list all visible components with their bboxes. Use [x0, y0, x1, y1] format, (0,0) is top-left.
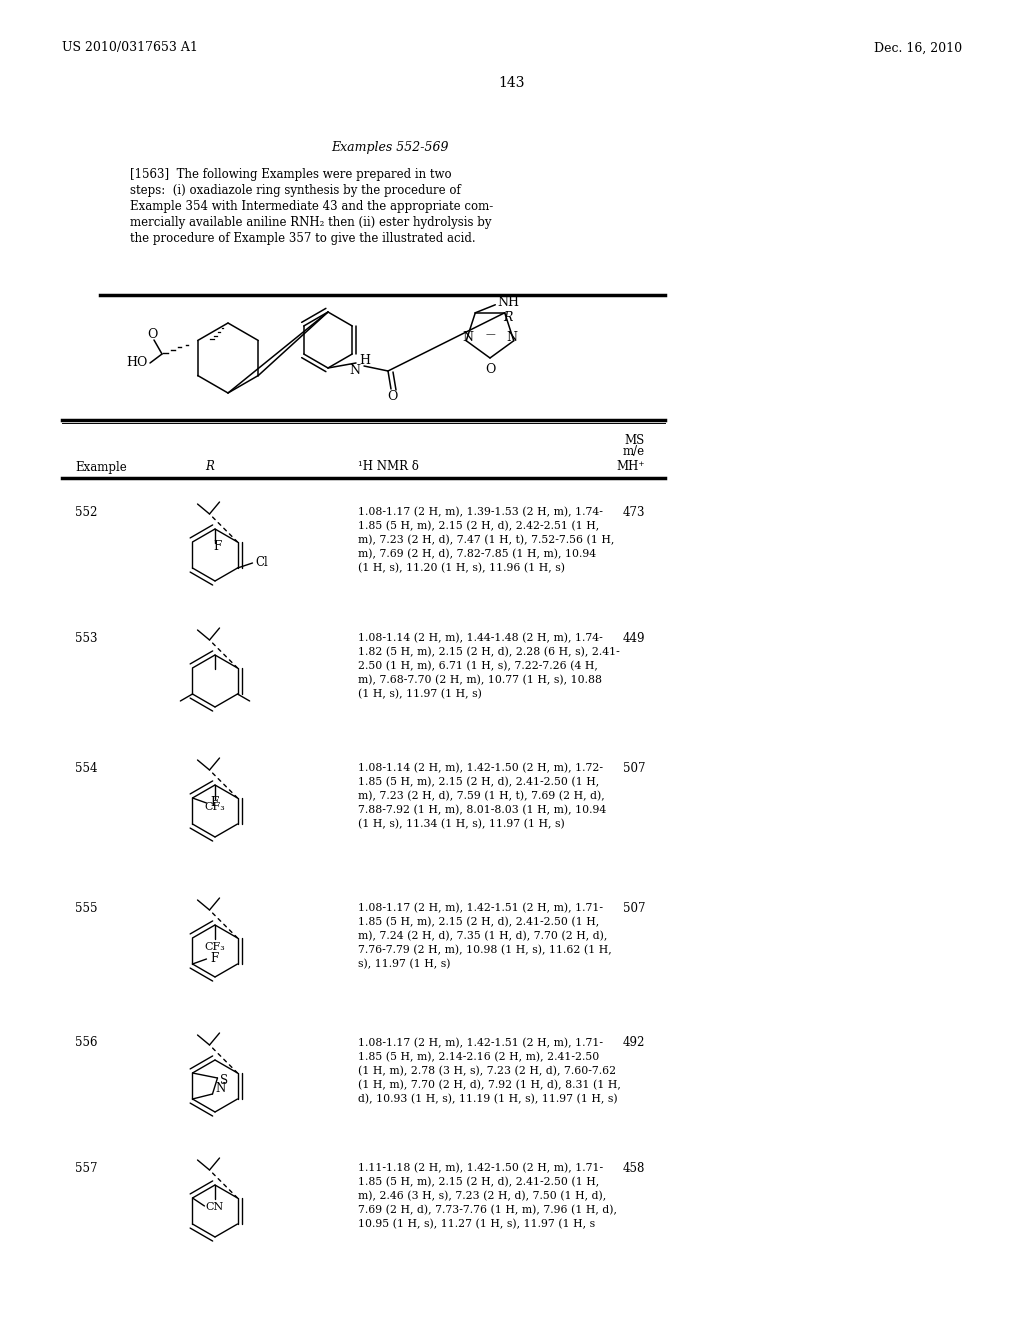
Text: 507: 507 [623, 902, 645, 915]
Text: 7.76-7.79 (2 H, m), 10.98 (1 H, s), 11.62 (1 H,: 7.76-7.79 (2 H, m), 10.98 (1 H, s), 11.6… [358, 945, 611, 956]
Text: NH: NH [498, 296, 519, 309]
Text: Dec. 16, 2010: Dec. 16, 2010 [873, 41, 962, 54]
Text: 458: 458 [623, 1162, 645, 1175]
Text: N: N [215, 1082, 225, 1096]
Text: F: F [213, 540, 221, 553]
Text: S: S [220, 1074, 228, 1088]
Text: R: R [504, 312, 513, 325]
Text: (1 H, s), 11.97 (1 H, s): (1 H, s), 11.97 (1 H, s) [358, 689, 482, 700]
Text: 1.08-1.14 (2 H, m), 1.42-1.50 (2 H, m), 1.72-: 1.08-1.14 (2 H, m), 1.42-1.50 (2 H, m), … [358, 763, 603, 774]
Text: 449: 449 [623, 631, 645, 644]
Text: CN: CN [206, 1203, 224, 1212]
Text: R: R [206, 461, 214, 474]
Text: 473: 473 [623, 506, 645, 519]
Text: F: F [211, 796, 219, 809]
Text: N: N [463, 331, 474, 345]
Text: steps:  (i) oxadiazole ring synthesis by the procedure of: steps: (i) oxadiazole ring synthesis by … [130, 183, 461, 197]
Text: 1.82 (5 H, m), 2.15 (2 H, d), 2.28 (6 H, s), 2.41-: 1.82 (5 H, m), 2.15 (2 H, d), 2.28 (6 H,… [358, 647, 620, 657]
Text: Example: Example [75, 461, 127, 474]
Text: 557: 557 [75, 1162, 97, 1175]
Text: Examples 552-569: Examples 552-569 [331, 141, 449, 154]
Text: 552: 552 [75, 506, 97, 519]
Text: N: N [349, 363, 360, 376]
Text: F: F [211, 953, 219, 965]
Text: 1.08-1.14 (2 H, m), 1.44-1.48 (2 H, m), 1.74-: 1.08-1.14 (2 H, m), 1.44-1.48 (2 H, m), … [358, 632, 603, 643]
Text: m), 7.23 (2 H, d), 7.59 (1 H, t), 7.69 (2 H, d),: m), 7.23 (2 H, d), 7.59 (1 H, t), 7.69 (… [358, 791, 605, 801]
Text: mercially available aniline RNH₂ then (ii) ester hydrolysis by: mercially available aniline RNH₂ then (i… [130, 216, 492, 228]
Text: 556: 556 [75, 1036, 97, 1049]
Text: 10.95 (1 H, s), 11.27 (1 H, s), 11.97 (1 H, s: 10.95 (1 H, s), 11.27 (1 H, s), 11.97 (1… [358, 1218, 595, 1229]
Text: d), 10.93 (1 H, s), 11.19 (1 H, s), 11.97 (1 H, s): d), 10.93 (1 H, s), 11.19 (1 H, s), 11.9… [358, 1094, 617, 1104]
Text: m), 2.46 (3 H, s), 7.23 (2 H, d), 7.50 (1 H, d),: m), 2.46 (3 H, s), 7.23 (2 H, d), 7.50 (… [358, 1191, 606, 1201]
Text: 1.08-1.17 (2 H, m), 1.39-1.53 (2 H, m), 1.74-: 1.08-1.17 (2 H, m), 1.39-1.53 (2 H, m), … [358, 507, 603, 517]
Text: —: — [485, 330, 495, 339]
Text: MS: MS [625, 433, 645, 446]
Text: [1563]  The following Examples were prepared in two: [1563] The following Examples were prepa… [130, 168, 452, 181]
Text: O: O [146, 327, 158, 341]
Text: N: N [506, 331, 517, 345]
Text: the procedure of Example 357 to give the illustrated acid.: the procedure of Example 357 to give the… [130, 232, 475, 246]
Text: 1.11-1.18 (2 H, m), 1.42-1.50 (2 H, m), 1.71-: 1.11-1.18 (2 H, m), 1.42-1.50 (2 H, m), … [358, 1163, 603, 1173]
Text: US 2010/0317653 A1: US 2010/0317653 A1 [62, 41, 198, 54]
Text: m), 7.23 (2 H, d), 7.47 (1 H, t), 7.52-7.56 (1 H,: m), 7.23 (2 H, d), 7.47 (1 H, t), 7.52-7… [358, 535, 614, 545]
Text: 555: 555 [75, 902, 97, 915]
Text: 1.85 (5 H, m), 2.14-2.16 (2 H, m), 2.41-2.50: 1.85 (5 H, m), 2.14-2.16 (2 H, m), 2.41-… [358, 1052, 599, 1063]
Text: m), 7.69 (2 H, d), 7.82-7.85 (1 H, m), 10.94: m), 7.69 (2 H, d), 7.82-7.85 (1 H, m), 1… [358, 549, 596, 560]
Text: (1 H, s), 11.20 (1 H, s), 11.96 (1 H, s): (1 H, s), 11.20 (1 H, s), 11.96 (1 H, s) [358, 562, 565, 573]
Text: 1.85 (5 H, m), 2.15 (2 H, d), 2.41-2.50 (1 H,: 1.85 (5 H, m), 2.15 (2 H, d), 2.41-2.50 … [358, 917, 599, 927]
Text: 1.08-1.17 (2 H, m), 1.42-1.51 (2 H, m), 1.71-: 1.08-1.17 (2 H, m), 1.42-1.51 (2 H, m), … [358, 903, 603, 913]
Text: 554: 554 [75, 762, 97, 775]
Text: Example 354 with Intermediate 43 and the appropriate com-: Example 354 with Intermediate 43 and the… [130, 201, 494, 213]
Text: (1 H, m), 2.78 (3 H, s), 7.23 (2 H, d), 7.60-7.62: (1 H, m), 2.78 (3 H, s), 7.23 (2 H, d), … [358, 1065, 616, 1076]
Text: 1.85 (5 H, m), 2.15 (2 H, d), 2.42-2.51 (1 H,: 1.85 (5 H, m), 2.15 (2 H, d), 2.42-2.51 … [358, 521, 599, 531]
Text: 553: 553 [75, 631, 97, 644]
Text: O: O [387, 389, 397, 403]
Text: MH⁺: MH⁺ [616, 461, 645, 474]
Text: H: H [359, 354, 370, 367]
Text: 492: 492 [623, 1036, 645, 1049]
Text: 1.85 (5 H, m), 2.15 (2 H, d), 2.41-2.50 (1 H,: 1.85 (5 H, m), 2.15 (2 H, d), 2.41-2.50 … [358, 777, 599, 787]
Text: 507: 507 [623, 762, 645, 775]
Text: s), 11.97 (1 H, s): s), 11.97 (1 H, s) [358, 958, 451, 969]
Text: m/e: m/e [623, 446, 645, 458]
Text: m), 7.68-7.70 (2 H, m), 10.77 (1 H, s), 10.88: m), 7.68-7.70 (2 H, m), 10.77 (1 H, s), … [358, 675, 602, 685]
Text: CF₃: CF₃ [205, 942, 225, 952]
Text: CF₃: CF₃ [205, 803, 225, 812]
Text: m), 7.24 (2 H, d), 7.35 (1 H, d), 7.70 (2 H, d),: m), 7.24 (2 H, d), 7.35 (1 H, d), 7.70 (… [358, 931, 607, 941]
Text: 1.08-1.17 (2 H, m), 1.42-1.51 (2 H, m), 1.71-: 1.08-1.17 (2 H, m), 1.42-1.51 (2 H, m), … [358, 1038, 603, 1048]
Text: 2.50 (1 H, m), 6.71 (1 H, s), 7.22-7.26 (4 H,: 2.50 (1 H, m), 6.71 (1 H, s), 7.22-7.26 … [358, 661, 598, 671]
Text: 7.88-7.92 (1 H, m), 8.01-8.03 (1 H, m), 10.94: 7.88-7.92 (1 H, m), 8.01-8.03 (1 H, m), … [358, 805, 606, 816]
Text: (1 H, s), 11.34 (1 H, s), 11.97 (1 H, s): (1 H, s), 11.34 (1 H, s), 11.97 (1 H, s) [358, 818, 565, 829]
Text: ¹H NMR δ: ¹H NMR δ [358, 461, 419, 474]
Text: (1 H, m), 7.70 (2 H, d), 7.92 (1 H, d), 8.31 (1 H,: (1 H, m), 7.70 (2 H, d), 7.92 (1 H, d), … [358, 1080, 621, 1090]
Text: 1.85 (5 H, m), 2.15 (2 H, d), 2.41-2.50 (1 H,: 1.85 (5 H, m), 2.15 (2 H, d), 2.41-2.50 … [358, 1177, 599, 1187]
Text: Cl: Cl [256, 557, 268, 569]
Text: 143: 143 [499, 77, 525, 90]
Text: O: O [484, 363, 496, 376]
Text: HO: HO [127, 356, 148, 370]
Text: 7.69 (2 H, d), 7.73-7.76 (1 H, m), 7.96 (1 H, d),: 7.69 (2 H, d), 7.73-7.76 (1 H, m), 7.96 … [358, 1205, 617, 1216]
